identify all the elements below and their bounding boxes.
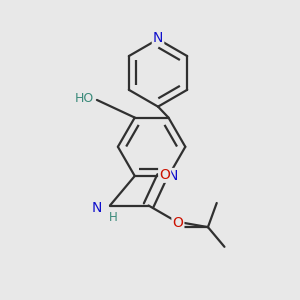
Text: HO: HO xyxy=(74,92,94,105)
Text: N: N xyxy=(92,201,102,215)
Text: N: N xyxy=(153,31,163,45)
Text: O: O xyxy=(172,216,183,230)
Text: O: O xyxy=(159,168,170,182)
Text: N: N xyxy=(167,169,178,183)
Text: H: H xyxy=(108,211,117,224)
